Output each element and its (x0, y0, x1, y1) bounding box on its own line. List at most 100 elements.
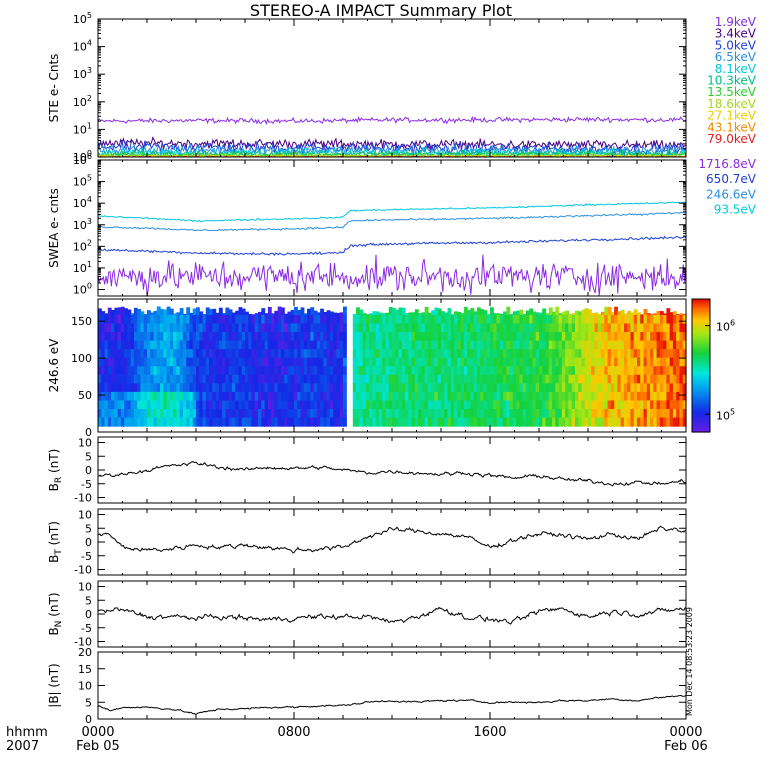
pad-cell (623, 417, 628, 427)
pad-cell (496, 417, 501, 427)
colorbar-band (692, 341, 710, 344)
pad-cell (610, 400, 615, 410)
bn-y-ticklabel: 10 (78, 581, 92, 594)
pad-cell (205, 357, 210, 367)
pad-cell (679, 357, 684, 367)
pad-cell (297, 400, 302, 410)
pad-cell (241, 383, 246, 393)
pad-cell (565, 332, 569, 342)
pad-cell (486, 349, 491, 359)
pad-cell (571, 332, 576, 342)
pad-cell (245, 349, 249, 359)
pad-cell (356, 400, 360, 410)
pad-cell (659, 357, 664, 367)
pad-cell (235, 310, 240, 316)
pad-cell (352, 374, 357, 384)
pad-cell (182, 417, 187, 427)
bt-y-ticklabel: 5 (85, 522, 92, 535)
pad-cell (493, 313, 498, 316)
pad-cell (666, 314, 671, 325)
pad-cell (329, 391, 334, 402)
pad-cell (411, 314, 416, 325)
pad-cell (604, 391, 609, 402)
pad-cell (98, 332, 102, 342)
pad-cell (238, 307, 243, 316)
pad-cell (189, 366, 194, 376)
pad-cell (117, 332, 122, 342)
pad-cell (408, 332, 413, 342)
pad-cell (231, 323, 236, 333)
pad-cell (470, 374, 475, 384)
pad-cell (545, 408, 550, 419)
pad-cell (672, 417, 677, 427)
pad-cell (329, 357, 334, 367)
pad-cell (294, 391, 298, 402)
pad-cell (137, 357, 142, 367)
pad-cell (212, 340, 217, 350)
pad-cell (284, 417, 289, 427)
pad-cell (297, 332, 302, 342)
pad-cell (571, 312, 576, 316)
pad-cell (424, 400, 429, 410)
pad-cell (561, 314, 566, 325)
pad-cell (682, 383, 687, 393)
pad-cell (496, 340, 501, 350)
pad-cell (362, 391, 367, 402)
pad-cell (150, 349, 155, 359)
pad-cell (454, 314, 458, 325)
pad-cell (669, 349, 674, 359)
pad-cell (179, 408, 184, 419)
pad-cell (640, 391, 645, 402)
pad-cell (369, 400, 373, 410)
pad-cell (215, 383, 220, 393)
pad-cell (584, 366, 589, 376)
pad-cell (522, 314, 527, 325)
pad-cell (205, 391, 210, 402)
pad-cell (241, 408, 246, 419)
pad-cell (336, 357, 341, 367)
ste-legend-0: 1.9keV (715, 15, 757, 29)
pad-cell (408, 400, 413, 410)
pad-cell (372, 408, 377, 419)
pad-cell (369, 417, 373, 427)
pad-cell (212, 400, 217, 410)
pad-cell (427, 400, 432, 410)
pad-cell (147, 408, 151, 419)
pad-cell (297, 309, 302, 316)
ste-series-1 (97, 136, 687, 151)
pad-cell (117, 400, 122, 410)
pad-cell (189, 383, 194, 393)
pad-cell (431, 391, 436, 402)
pad-cell (460, 332, 465, 342)
colorbar-band (692, 321, 710, 324)
pad-cell (401, 357, 406, 367)
pad-cell (411, 332, 416, 342)
pad-cell (205, 417, 210, 427)
pad-cell (532, 400, 537, 410)
pad-cell (124, 391, 128, 402)
colorbar-band (692, 358, 710, 362)
pad-cell (209, 391, 213, 402)
pad-cell (561, 323, 566, 333)
ste-legend-8: 27.1keV (707, 109, 757, 123)
pad-cell (339, 312, 344, 316)
pad-cell (182, 383, 187, 393)
pad-cell (225, 366, 230, 376)
colorbar-band (692, 363, 710, 367)
pad-cell (205, 340, 210, 350)
pad-cell (659, 349, 664, 359)
pad-cell (473, 366, 478, 376)
pad-cell (659, 400, 664, 410)
pad-cell (166, 340, 171, 350)
pad-cell (104, 332, 109, 342)
pad-cell (627, 323, 632, 333)
pad-cell (503, 408, 507, 419)
pad-cell (607, 314, 612, 325)
pad-cell (467, 366, 471, 376)
pad-cell (160, 340, 164, 350)
pad-cell (643, 309, 648, 316)
pad-cell (529, 349, 534, 359)
pad-cell (581, 366, 586, 376)
pad-cell (264, 366, 269, 376)
pad-cell (215, 408, 220, 419)
